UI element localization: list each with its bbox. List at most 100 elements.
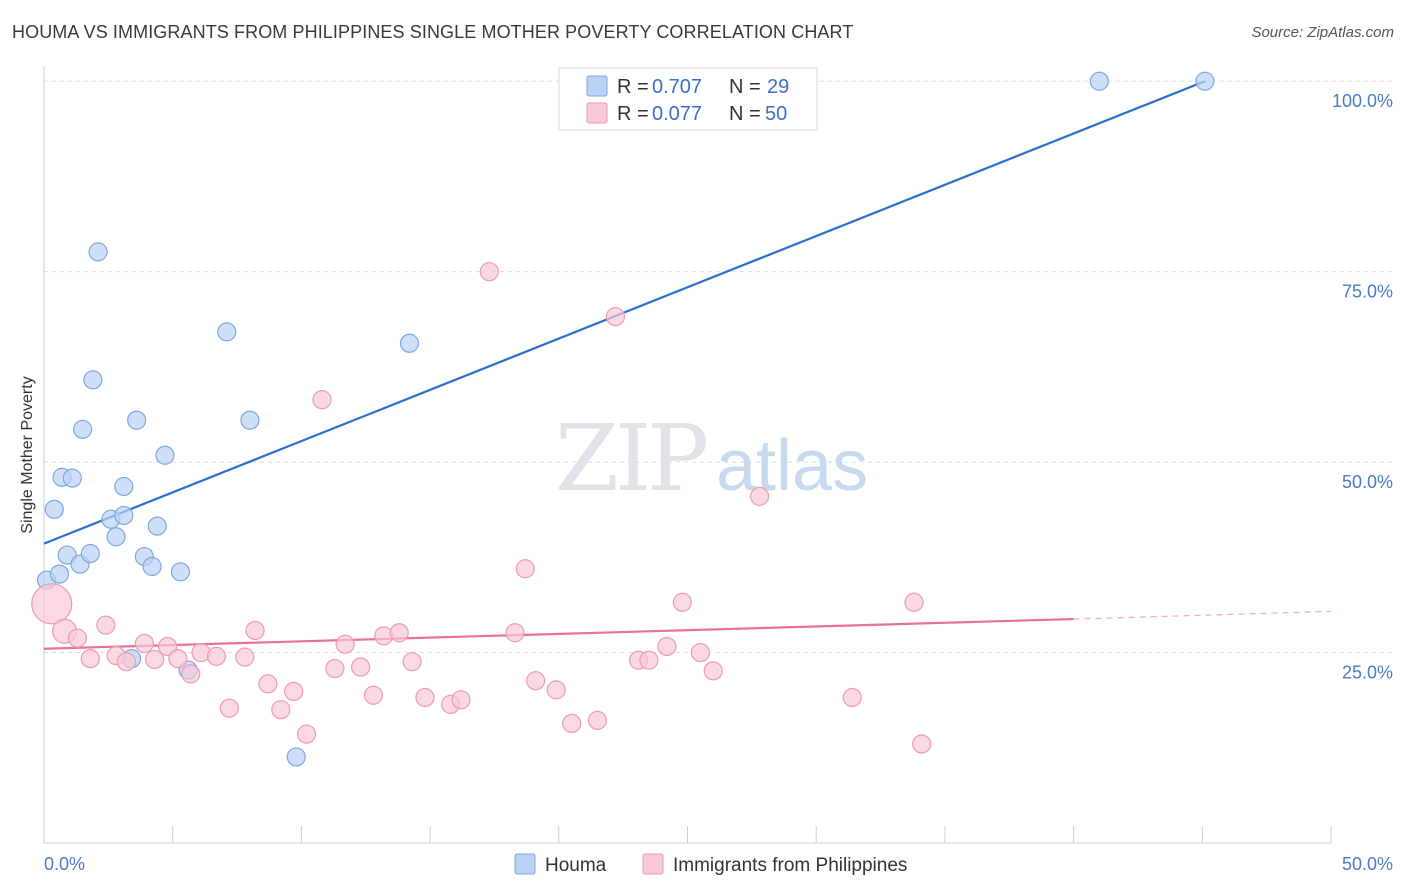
gridlines bbox=[44, 80, 1393, 654]
data-point-philippines bbox=[96, 615, 116, 635]
x-tick-label-max: 50.0% bbox=[1342, 854, 1393, 874]
data-point-philippines bbox=[363, 685, 384, 705]
data-point-philippines bbox=[284, 681, 304, 702]
bottom-legend-label-philippines: Immigrants from Philippines bbox=[673, 855, 907, 876]
data-point-philippines bbox=[749, 486, 770, 506]
x-tick-label-min: 0.0% bbox=[44, 854, 85, 874]
data-point-houma bbox=[399, 333, 420, 353]
data-point-philippines bbox=[271, 700, 291, 720]
data-point-houma bbox=[83, 370, 103, 390]
bottom-legend-swatch-houma bbox=[514, 853, 536, 875]
y-tick-label: 50.0% bbox=[1342, 472, 1393, 492]
data-point-philippines bbox=[402, 652, 422, 672]
data-point-philippines bbox=[479, 262, 499, 282]
data-point-philippines bbox=[116, 652, 136, 672]
legend-r-value-philippines: 0.077 bbox=[652, 103, 702, 125]
data-point-houma bbox=[286, 747, 306, 767]
legend-r-label-philippines: R = bbox=[617, 103, 649, 125]
data-point-houma bbox=[1195, 71, 1215, 91]
data-point-houma bbox=[127, 410, 147, 430]
legend-n-value-philippines: 50 bbox=[765, 103, 787, 125]
bottom-legend-label-houma: Houma bbox=[545, 855, 607, 876]
data-point-philippines bbox=[312, 390, 332, 410]
data-point-philippines bbox=[168, 649, 188, 669]
legend-swatch-houma bbox=[586, 75, 608, 97]
data-point-houma bbox=[147, 516, 167, 536]
data-point-philippines bbox=[134, 633, 154, 654]
data-point-philippines bbox=[562, 713, 582, 734]
data-point-philippines bbox=[206, 646, 227, 666]
data-point-philippines bbox=[325, 658, 345, 679]
axes bbox=[43, 66, 1332, 844]
watermark: ZIP atlas bbox=[555, 405, 868, 512]
data-point-philippines bbox=[157, 636, 178, 657]
data-point-philippines bbox=[451, 690, 471, 710]
data-point-philippines bbox=[219, 698, 239, 718]
legend-n-value-houma: 29 bbox=[767, 76, 789, 98]
data-point-philippines bbox=[526, 671, 546, 691]
data-point-philippines bbox=[587, 710, 608, 730]
bottom-legend-swatch-philippines bbox=[642, 853, 664, 875]
data-point-philippines bbox=[515, 559, 535, 579]
y-tick-labels: 25.0% 50.0% 75.0% 100.0% bbox=[1332, 91, 1393, 682]
data-point-houma bbox=[1089, 71, 1109, 91]
legend-r-value-houma: 0.707 bbox=[652, 76, 702, 98]
data-point-philippines bbox=[703, 661, 723, 681]
data-point-houma bbox=[155, 445, 175, 465]
data-point-philippines bbox=[374, 626, 394, 646]
data-point-philippines bbox=[258, 674, 278, 694]
data-point-houma bbox=[88, 242, 108, 262]
data-point-philippines bbox=[80, 649, 100, 669]
y-tick-label: 100.0% bbox=[1332, 91, 1393, 111]
watermark-zip: ZIP bbox=[555, 405, 706, 512]
data-point-houma bbox=[240, 410, 260, 430]
bottom-legend: Houma Immigrants from Philippines bbox=[514, 853, 907, 876]
data-point-philippines bbox=[351, 657, 371, 677]
data-point-houma bbox=[217, 322, 237, 342]
y-tick-label: 25.0% bbox=[1342, 663, 1393, 683]
data-point-philippines bbox=[639, 650, 659, 670]
legend-n-label-houma: N = bbox=[729, 76, 761, 98]
data-point-philippines bbox=[505, 623, 525, 643]
data-point-houma bbox=[142, 556, 162, 577]
y-tick-label: 75.0% bbox=[1342, 282, 1393, 302]
regression-line-philippines bbox=[43, 617, 1074, 650]
regression-lines bbox=[43, 80, 1332, 650]
data-point-philippines bbox=[296, 724, 317, 744]
data-point-philippines bbox=[842, 687, 862, 708]
data-point-houma bbox=[73, 419, 93, 439]
data-point-houma bbox=[106, 527, 126, 547]
data-point-philippines bbox=[546, 680, 566, 700]
data-point-houma bbox=[114, 476, 134, 497]
chart-title: HOUMA VS IMMIGRANTS FROM PHILIPPINES SIN… bbox=[12, 22, 854, 42]
x-tick-labels: 0.0% 50.0% bbox=[44, 854, 1393, 874]
data-point-philippines bbox=[31, 583, 73, 625]
data-point-houma bbox=[170, 562, 191, 582]
regression-line-philippines-extension bbox=[1073, 610, 1332, 620]
top-legend: R = 0.707 N = 29 R = 0.077 N = 50 bbox=[558, 67, 818, 131]
data-point-philippines bbox=[690, 642, 710, 663]
data-point-philippines bbox=[657, 636, 677, 657]
legend-n-label-philippines: N = bbox=[729, 103, 761, 125]
data-point-houma bbox=[114, 505, 134, 526]
data-point-houma bbox=[62, 468, 82, 488]
data-point-philippines bbox=[605, 307, 626, 327]
data-point-philippines bbox=[245, 620, 265, 641]
data-point-houma bbox=[49, 564, 70, 584]
data-point-philippines bbox=[904, 592, 924, 612]
data-point-philippines bbox=[235, 647, 255, 667]
data-point-philippines bbox=[67, 628, 88, 648]
legend-swatch-philippines bbox=[586, 102, 608, 124]
data-points bbox=[31, 71, 1215, 767]
regression-line-houma bbox=[43, 80, 1206, 545]
data-point-philippines bbox=[415, 687, 435, 708]
data-point-philippines bbox=[672, 592, 692, 612]
legend-r-label-houma: R = bbox=[617, 76, 649, 98]
data-point-houma bbox=[80, 543, 100, 564]
data-point-philippines bbox=[145, 649, 165, 670]
watermark-atlas: atlas bbox=[716, 426, 868, 506]
data-point-philippines bbox=[389, 623, 409, 643]
data-point-philippines bbox=[912, 734, 932, 754]
source-credit: Source: ZipAtlas.com bbox=[1251, 24, 1394, 41]
